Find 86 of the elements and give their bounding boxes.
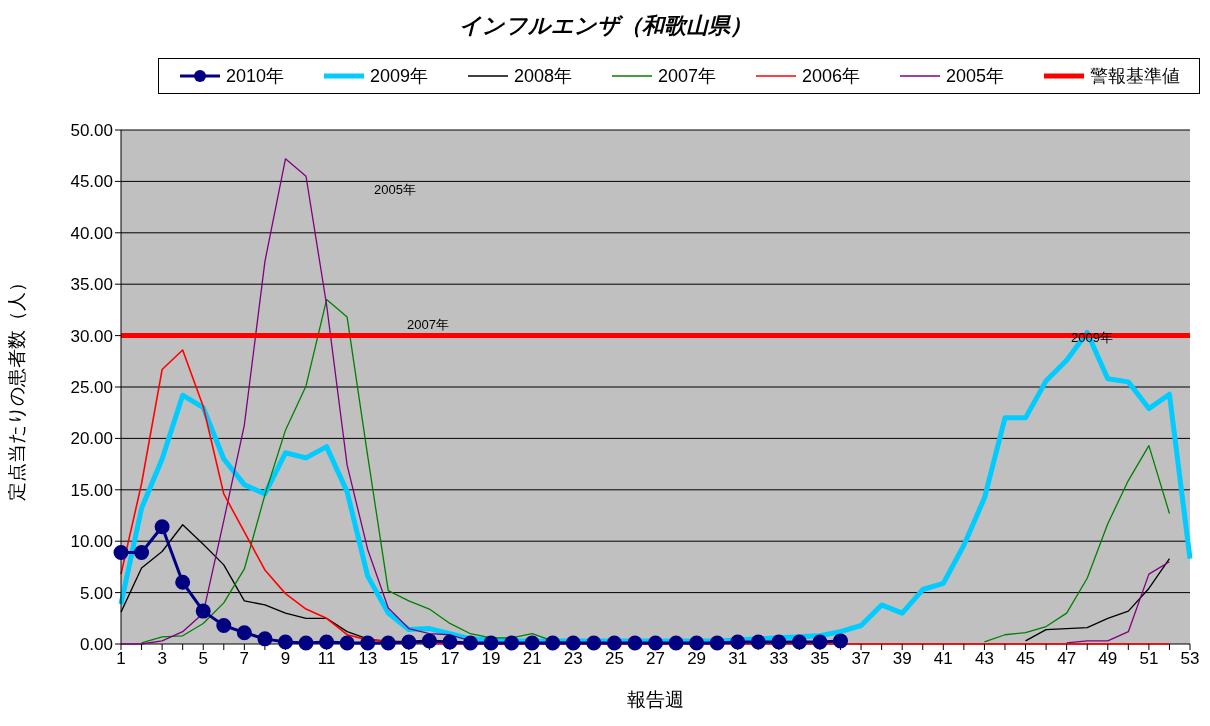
- x-tick-label: 41: [933, 649, 953, 669]
- point: [504, 635, 520, 651]
- legend-label: 2009年: [369, 65, 429, 88]
- x-tick-label: 43: [974, 649, 994, 669]
- legend-label: 2007年: [657, 65, 717, 88]
- point: [812, 634, 828, 650]
- legend-label: 2006年: [801, 65, 861, 88]
- point: [524, 635, 540, 651]
- legend-label: 2008年: [513, 65, 573, 88]
- x-tick-label: 5: [198, 649, 208, 669]
- legend-label: 2005年: [945, 65, 1005, 88]
- point: [750, 634, 766, 650]
- y-tick-label: 15.00: [70, 480, 113, 500]
- x-tick-label: 11: [317, 649, 336, 669]
- x-tick-label: 13: [358, 649, 378, 669]
- x-tick-label: 7: [239, 649, 250, 669]
- x-tick-label: 37: [851, 649, 871, 669]
- annotation: 2005年: [373, 181, 417, 199]
- x-tick-label: 35: [810, 649, 830, 669]
- legend-label: 警報基準値: [1089, 65, 1180, 88]
- x-tick-label: 3: [157, 649, 167, 669]
- point: [195, 603, 211, 619]
- point: [339, 635, 355, 651]
- point: [421, 633, 437, 649]
- point: [668, 635, 684, 651]
- point: [380, 635, 396, 651]
- point: [462, 635, 478, 651]
- x-tick-label: 31: [728, 649, 748, 669]
- point: [298, 635, 314, 651]
- point: [483, 635, 499, 651]
- x-tick-label: 47: [1057, 649, 1077, 669]
- point: [360, 635, 376, 651]
- point: [319, 634, 335, 650]
- y-tick-label: 20.00: [70, 429, 113, 449]
- point: [277, 634, 293, 650]
- y-tick-label: 25.00: [70, 378, 113, 398]
- x-tick-label: 51: [1139, 649, 1159, 669]
- x-tick-label: 27: [646, 649, 665, 669]
- annotation: 2009年: [1070, 329, 1114, 347]
- x-tick-label: 45: [1016, 649, 1035, 669]
- x-tick-label: 25: [604, 649, 624, 669]
- point: [442, 634, 458, 650]
- y-tick-label: 40.00: [70, 223, 113, 243]
- x-tick-label: 1: [116, 649, 126, 669]
- point: [586, 635, 602, 651]
- point: [565, 635, 581, 651]
- legend-label: 2010年: [225, 65, 285, 88]
- point: [730, 634, 746, 650]
- point: [236, 625, 252, 641]
- annotation: 2007年: [406, 316, 450, 334]
- x-tick-label: 49: [1098, 649, 1118, 669]
- point: [771, 634, 787, 650]
- y-tick-label: 45.00: [70, 172, 113, 192]
- point: [791, 634, 807, 650]
- point: [216, 618, 232, 633]
- point: [154, 519, 170, 535]
- y-tick-label: 0.00: [79, 635, 113, 655]
- y-tick-label: 30.00: [70, 326, 113, 346]
- point: [606, 635, 622, 651]
- x-tick-label: 23: [563, 649, 583, 669]
- x-tick-label: 39: [892, 649, 912, 669]
- chart-title: インフルエンザ（和歌山県）: [457, 12, 753, 40]
- point: [401, 634, 417, 650]
- y-tick-label: 5.00: [79, 583, 113, 603]
- point: [257, 631, 273, 647]
- point: [134, 545, 150, 561]
- x-tick-label: 19: [481, 649, 501, 669]
- point: [175, 574, 191, 590]
- x-tick-label: 15: [399, 649, 419, 669]
- point: [627, 635, 643, 651]
- x-tick-label: 29: [687, 649, 707, 669]
- x-tick-label: 9: [280, 649, 291, 669]
- point: [833, 633, 849, 649]
- point: [648, 635, 663, 651]
- point: [545, 635, 561, 651]
- x-tick-label: 17: [440, 649, 460, 669]
- y-tick-label: 50.00: [70, 121, 113, 141]
- x-tick-label: 21: [522, 649, 542, 669]
- x-tick-label: 33: [769, 649, 789, 669]
- x-tick-label: 53: [1180, 649, 1200, 669]
- point: [709, 635, 725, 651]
- point: [113, 545, 129, 561]
- point: [689, 635, 705, 651]
- x-axis-title: 報告週: [627, 689, 684, 710]
- y-tick-label: 35.00: [70, 275, 113, 295]
- y-tick-label: 10.00: [70, 532, 113, 552]
